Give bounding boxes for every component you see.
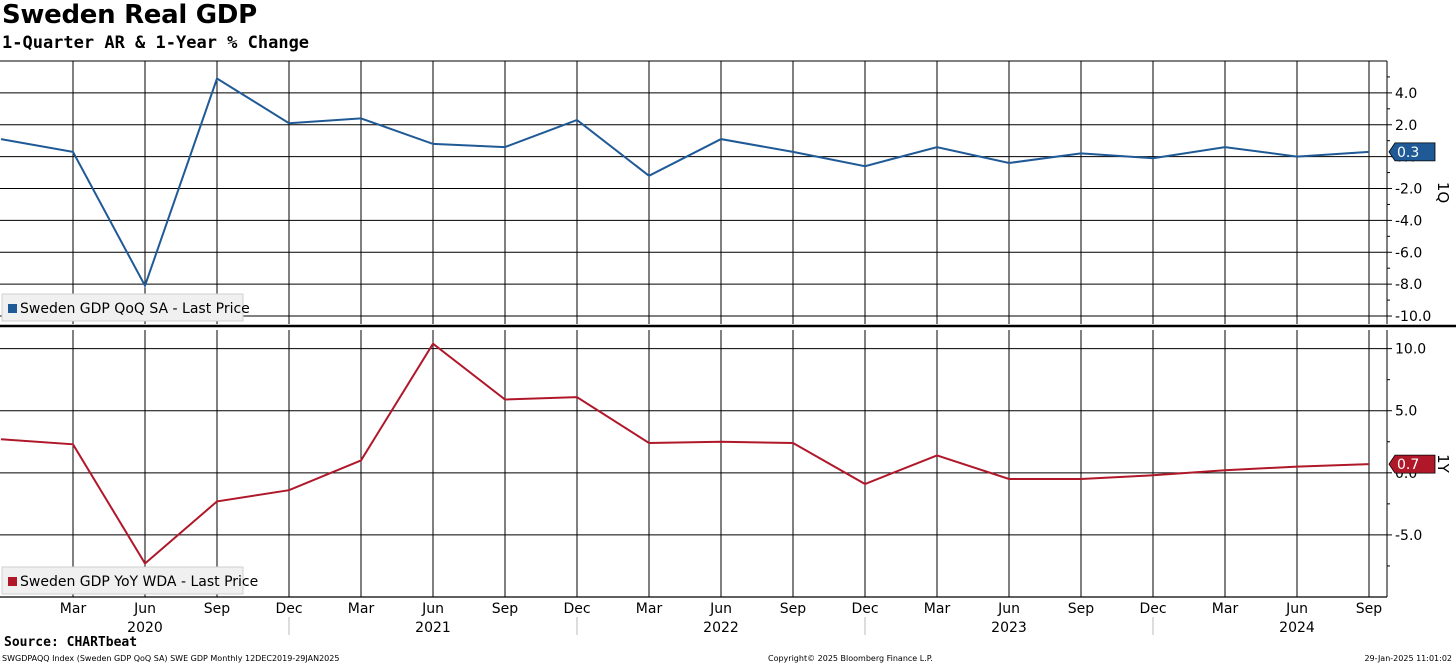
x-month-label: Sep: [1356, 601, 1383, 617]
x-month-label: Jun: [709, 601, 732, 617]
x-year-label: 2023: [991, 620, 1027, 636]
chart-title: Sweden Real GDP: [2, 0, 257, 30]
legend-box: [1, 293, 244, 322]
x-axis-labels: Mar Jun Sep Dec Mar Jun Sep Dec Mar Jun Sep Dec Mar J…: [60, 601, 1383, 636]
x-month-label: Mar: [1212, 601, 1239, 617]
x-year-label: 2020: [127, 620, 163, 636]
x-month-label: Sep: [204, 601, 231, 617]
source-note: Source: CHARTbeat: [4, 635, 138, 650]
x-year-label: 2021: [415, 620, 451, 636]
copyright-note: Copyright© 2025 Bloomberg Finance L.P.: [768, 654, 933, 663]
legend-label: Sweden GDP QoQ SA - Last Price: [20, 301, 250, 317]
x-month-label: Dec: [563, 601, 590, 617]
x-month-label: Sep: [780, 601, 807, 617]
x-year-label: 2024: [1279, 620, 1315, 636]
legend-label: Sweden GDP YoY WDA - Last Price: [20, 574, 258, 590]
y-tick-label: -4.0: [1395, 213, 1422, 229]
y-tick-label: -6.0: [1395, 245, 1422, 261]
panel-1: 4.02.00.0-2.0-4.0-6.0-8.0-10.00.31QSwede…: [0, 61, 1452, 325]
y-tick-label: -8.0: [1395, 277, 1422, 293]
y-tick-label: 2.0: [1395, 118, 1417, 134]
x-month-label: Dec: [1139, 601, 1166, 617]
y-tick-label: 4.0: [1395, 86, 1417, 102]
last-value-tag: 0.7: [1388, 454, 1436, 474]
last-value-badge: [1388, 454, 1436, 474]
x-month-label: Jun: [997, 601, 1020, 617]
x-month-label: Mar: [60, 601, 87, 617]
y-tick-label: -5.0: [1395, 528, 1422, 544]
x-year-label: 2022: [703, 620, 739, 636]
y-tick-label: 5.0: [1395, 404, 1417, 420]
x-month-label: Dec: [275, 601, 302, 617]
x-month-label: Jun: [421, 601, 444, 617]
axis-title: 1Y: [1434, 454, 1452, 474]
timestamp: 29-Jan-2025 11:01:02: [1364, 654, 1452, 663]
x-month-label: Sep: [492, 601, 519, 617]
legend: Sweden GDP YoY WDA - Last Price: [1, 566, 258, 595]
y-tick-label: -10.0: [1395, 309, 1431, 325]
last-value-tag: 0.3: [1388, 142, 1436, 162]
legend-swatch: [8, 577, 17, 586]
last-value-badge: [1388, 142, 1436, 162]
y-tick-label: 10.0: [1395, 342, 1426, 358]
x-month-label: Mar: [348, 601, 375, 617]
x-month-label: Dec: [851, 601, 878, 617]
x-month-label: Jun: [1285, 601, 1308, 617]
x-month-label: Mar: [636, 601, 663, 617]
y-tick-label: -2.0: [1395, 182, 1422, 198]
ticker-info: SWGDPAQQ Index (Sweden GDP QoQ SA) SWE G…: [2, 654, 340, 663]
last-value-label: 0.7: [1397, 457, 1419, 473]
x-month-label: Sep: [1068, 601, 1095, 617]
axis-title: 1Q: [1434, 182, 1452, 203]
series-line: [0, 76, 1370, 289]
chart-subtitle: 1-Quarter AR & 1-Year % Change: [2, 33, 310, 53]
legend-box: [1, 566, 244, 595]
x-month-label: Mar: [924, 601, 951, 617]
x-month-label: Jun: [133, 601, 156, 617]
legend-swatch: [8, 304, 17, 313]
legend: Sweden GDP QoQ SA - Last Price: [1, 293, 250, 322]
last-value-label: 0.3: [1397, 145, 1419, 161]
series-line: [0, 342, 1370, 566]
